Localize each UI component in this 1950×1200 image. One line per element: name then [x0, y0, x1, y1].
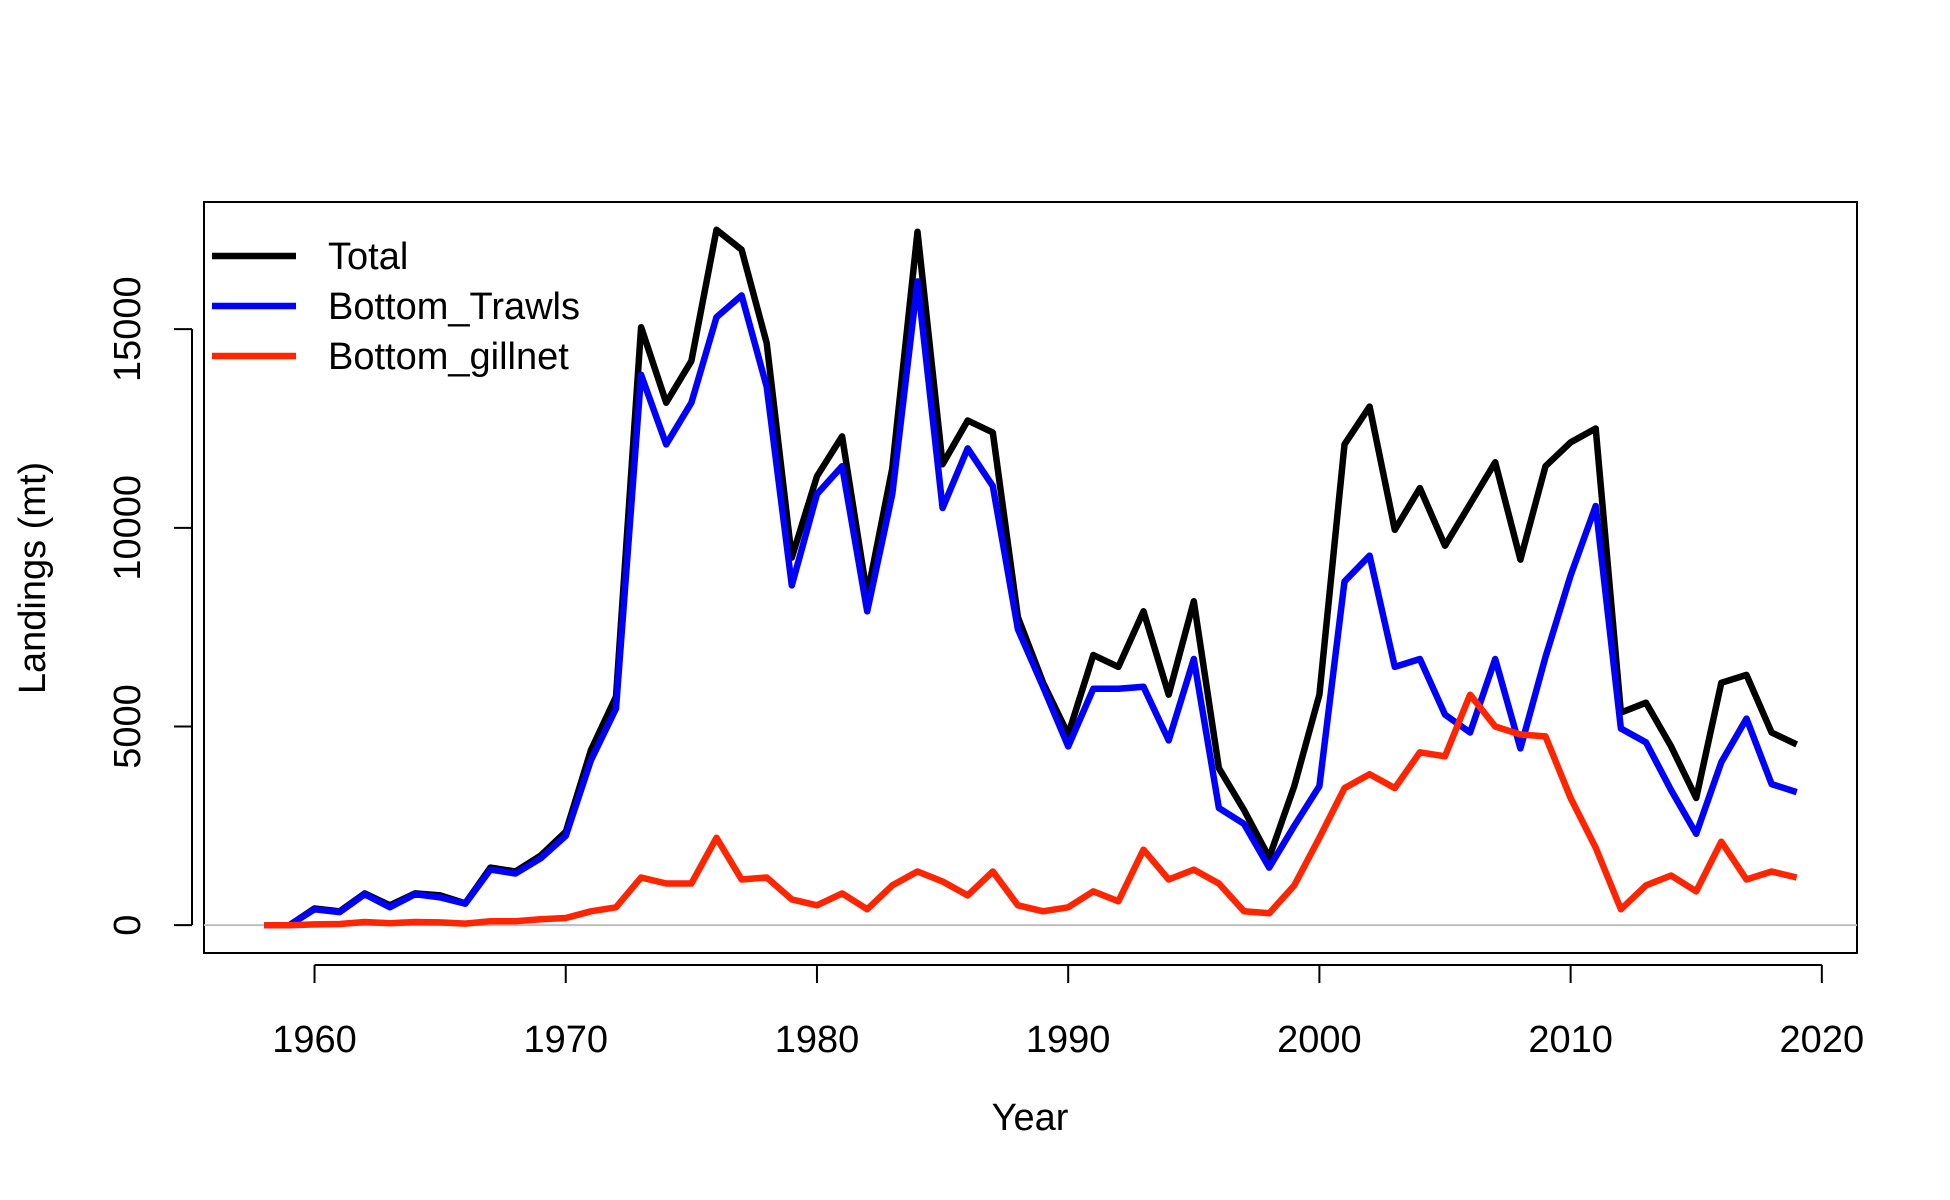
- series-line-bottom_gillnet: [264, 691, 1798, 929]
- series-line-bottom_trawls: [264, 278, 1798, 929]
- x-tick-label: 2010: [1528, 1019, 1613, 1061]
- legend: Total Bottom_Trawls Bottom_gillnet: [212, 236, 580, 378]
- y-tick-label: 15000: [107, 276, 149, 382]
- x-axis-title: Year: [992, 1097, 1069, 1139]
- y-tick-label: 5000: [107, 684, 149, 769]
- legend-label-bottom_trawls: Bottom_Trawls: [328, 286, 580, 328]
- x-tick-label: 1960: [272, 1019, 357, 1061]
- x-tick-label: 1990: [1026, 1019, 1111, 1061]
- y-axis-title: Landings (mt): [12, 462, 54, 694]
- x-tick-label: 1980: [775, 1019, 860, 1061]
- x-tick-label: 2020: [1780, 1019, 1865, 1061]
- legend-label-total: Total: [328, 236, 408, 278]
- legend-label-bottom_gillnet: Bottom_gillnet: [328, 336, 569, 378]
- x-tick-label: 1970: [523, 1019, 608, 1061]
- plot-box: [203, 201, 1858, 954]
- y-tick-label: 0: [107, 915, 149, 936]
- series-layer: [264, 226, 1799, 929]
- x-tick-label: 2000: [1277, 1019, 1362, 1061]
- y-tick-label: 10000: [107, 475, 149, 581]
- x-axis: 1960 1970 1980 1990 2000 2010 2020: [272, 964, 1865, 1061]
- y-axis: 0 5000 10000 15000: [107, 276, 193, 936]
